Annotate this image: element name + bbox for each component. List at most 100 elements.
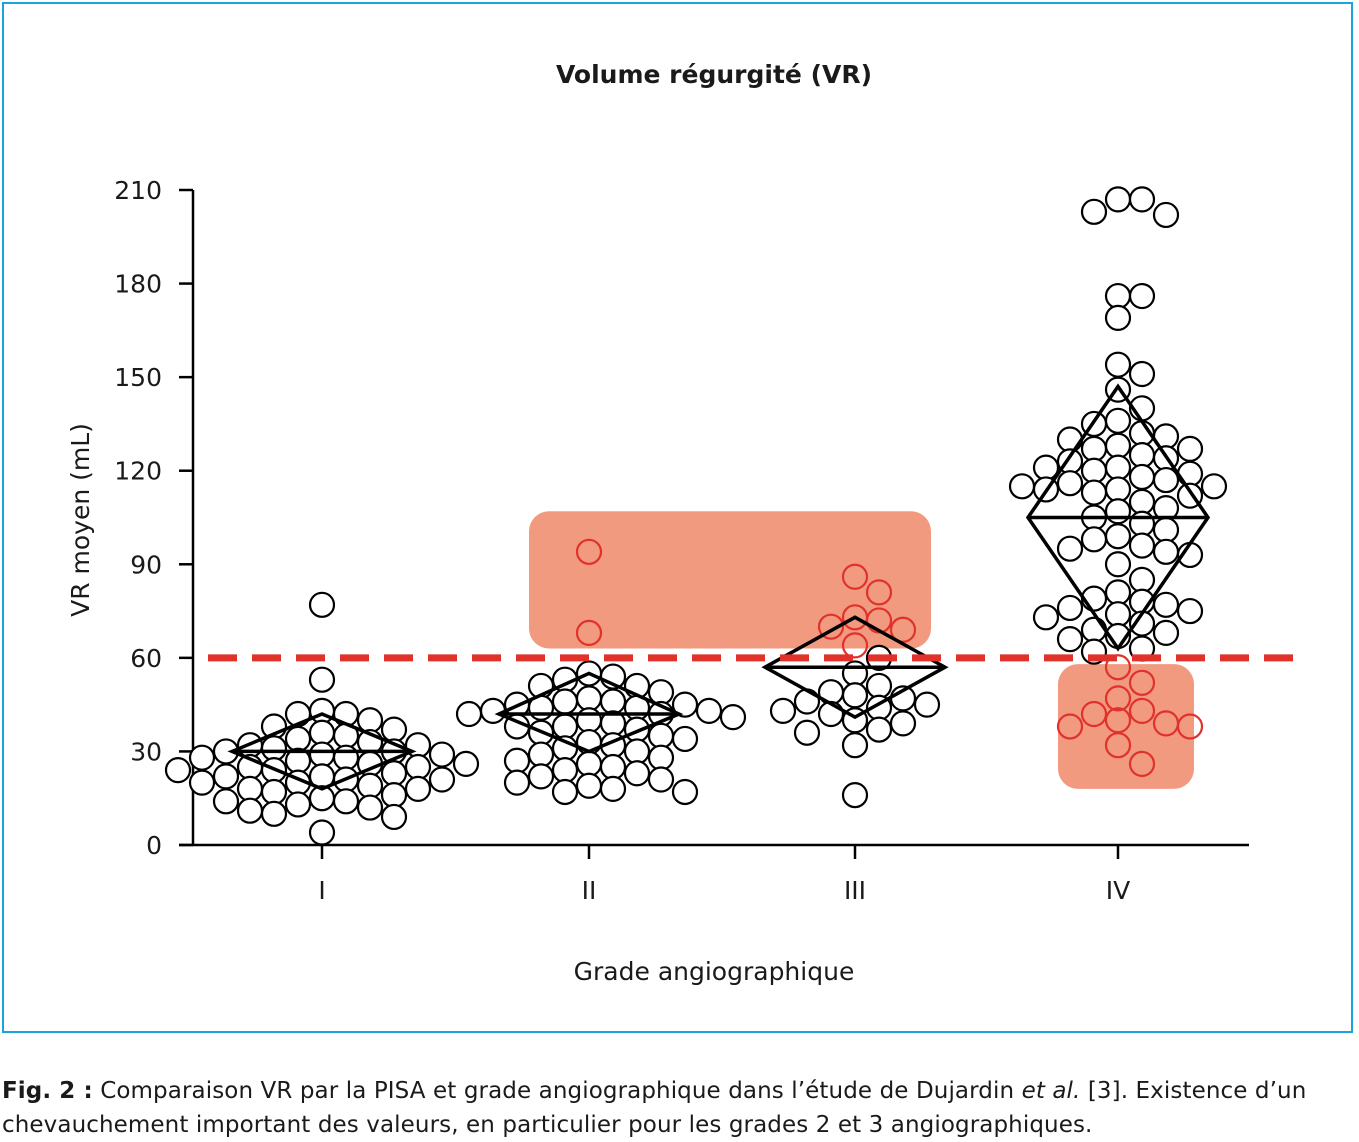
- data-point: [404, 775, 432, 802]
- data-point: [1080, 198, 1108, 225]
- x-tick-label: III: [844, 876, 866, 905]
- data-point: [889, 710, 917, 737]
- highlighted-data-point: [1104, 685, 1132, 712]
- highlighted-data-point: [1080, 700, 1108, 728]
- highlighted-data-point: [575, 538, 603, 565]
- data-point: [551, 757, 579, 784]
- highlighted-data-point: [1128, 697, 1156, 724]
- data-point: [1056, 594, 1084, 622]
- data-point: [1104, 432, 1132, 459]
- data-point: [260, 800, 288, 827]
- highlight-box: [1058, 664, 1194, 789]
- y-axis-label: VR moyen (mL): [66, 423, 95, 617]
- data-point: [575, 750, 603, 778]
- data-point: [236, 775, 264, 802]
- data-point: [332, 744, 360, 771]
- data-point: [1176, 597, 1204, 625]
- data-point: [623, 738, 651, 765]
- data-point: [1128, 566, 1156, 593]
- figure-caption: Fig. 2 : Comparaison VR par la PISA et g…: [2, 1074, 1357, 1142]
- highlighted-data-point: [889, 616, 917, 643]
- data-point: [1128, 282, 1156, 310]
- data-point: [1104, 186, 1132, 213]
- data-point: [428, 741, 456, 768]
- data-point: [428, 766, 456, 793]
- y-tick-label: 90: [130, 550, 162, 579]
- highlighted-data-point: [1104, 732, 1132, 759]
- data-point: [1104, 523, 1132, 550]
- data-point: [164, 757, 192, 784]
- x-tick-label: IV: [1106, 876, 1130, 905]
- y-tick-label: 120: [114, 457, 162, 486]
- data-point: [1056, 426, 1084, 453]
- data-point: [380, 716, 408, 743]
- data-point: [503, 747, 531, 774]
- data-point: [1128, 186, 1156, 213]
- data-point: [1032, 604, 1060, 631]
- data-point: [865, 672, 893, 700]
- data-point: [599, 688, 627, 715]
- data-point: [647, 722, 675, 749]
- caption-label: Fig. 2 :: [2, 1078, 93, 1104]
- data-point: [452, 750, 480, 778]
- data-point: [1200, 473, 1228, 500]
- data-point: [793, 719, 821, 746]
- data-point: [212, 763, 240, 790]
- data-point: [1152, 591, 1180, 618]
- data-point: [1104, 407, 1132, 434]
- data-point: [841, 660, 869, 687]
- highlighted-data-point: [1128, 750, 1156, 778]
- data-point: [332, 788, 360, 815]
- data-point: [527, 741, 555, 768]
- data-point: [599, 775, 627, 802]
- data-point: [1080, 435, 1108, 462]
- data-point: [1104, 304, 1132, 331]
- data-point: [1128, 360, 1156, 388]
- data-point: [865, 716, 893, 743]
- highlighted-data-point: [865, 579, 893, 606]
- caption-text-after: [3]. Existence d’un chevauchement import…: [2, 1078, 1307, 1138]
- data-point: [1128, 510, 1156, 537]
- y-tick-label: 180: [114, 270, 162, 299]
- data-point: [575, 772, 603, 799]
- data-point: [1152, 516, 1180, 544]
- data-point: [1152, 538, 1180, 565]
- data-point: [527, 763, 555, 790]
- data-point: [212, 788, 240, 815]
- data-point: [1104, 454, 1132, 481]
- data-point: [575, 685, 603, 712]
- highlighted-data-point: [817, 613, 845, 640]
- data-point: [236, 797, 264, 824]
- data-point: [1152, 466, 1180, 494]
- data-point: [1104, 551, 1132, 578]
- data-point: [1056, 626, 1084, 653]
- data-point: [841, 732, 869, 759]
- data-point: [695, 697, 723, 724]
- data-point: [1008, 473, 1036, 500]
- data-point: [671, 778, 699, 806]
- data-point: [841, 781, 869, 809]
- data-point: [1152, 619, 1180, 647]
- y-tick-label: 30: [130, 737, 162, 766]
- data-point: [623, 760, 651, 787]
- data-point: [1056, 470, 1084, 497]
- y-tick-label: 0: [146, 831, 162, 860]
- data-point: [455, 700, 483, 728]
- highlighted-data-point: [1176, 713, 1204, 740]
- data-point: [1080, 526, 1108, 553]
- caption-italic: et al.: [1021, 1078, 1081, 1104]
- data-point: [404, 753, 432, 781]
- data-point: [551, 778, 579, 806]
- highlighted-data-point: [841, 563, 869, 590]
- data-point: [356, 772, 384, 799]
- x-tick-label: I: [318, 876, 325, 905]
- data-point: [308, 666, 336, 693]
- data-point: [1056, 535, 1084, 562]
- data-point: [188, 744, 216, 771]
- data-point: [1128, 442, 1156, 469]
- data-point: [1104, 351, 1132, 378]
- data-point: [1104, 476, 1132, 503]
- x-tick-label: II: [582, 876, 597, 905]
- highlighted-data-point: [1104, 654, 1132, 681]
- data-point: [1128, 488, 1156, 516]
